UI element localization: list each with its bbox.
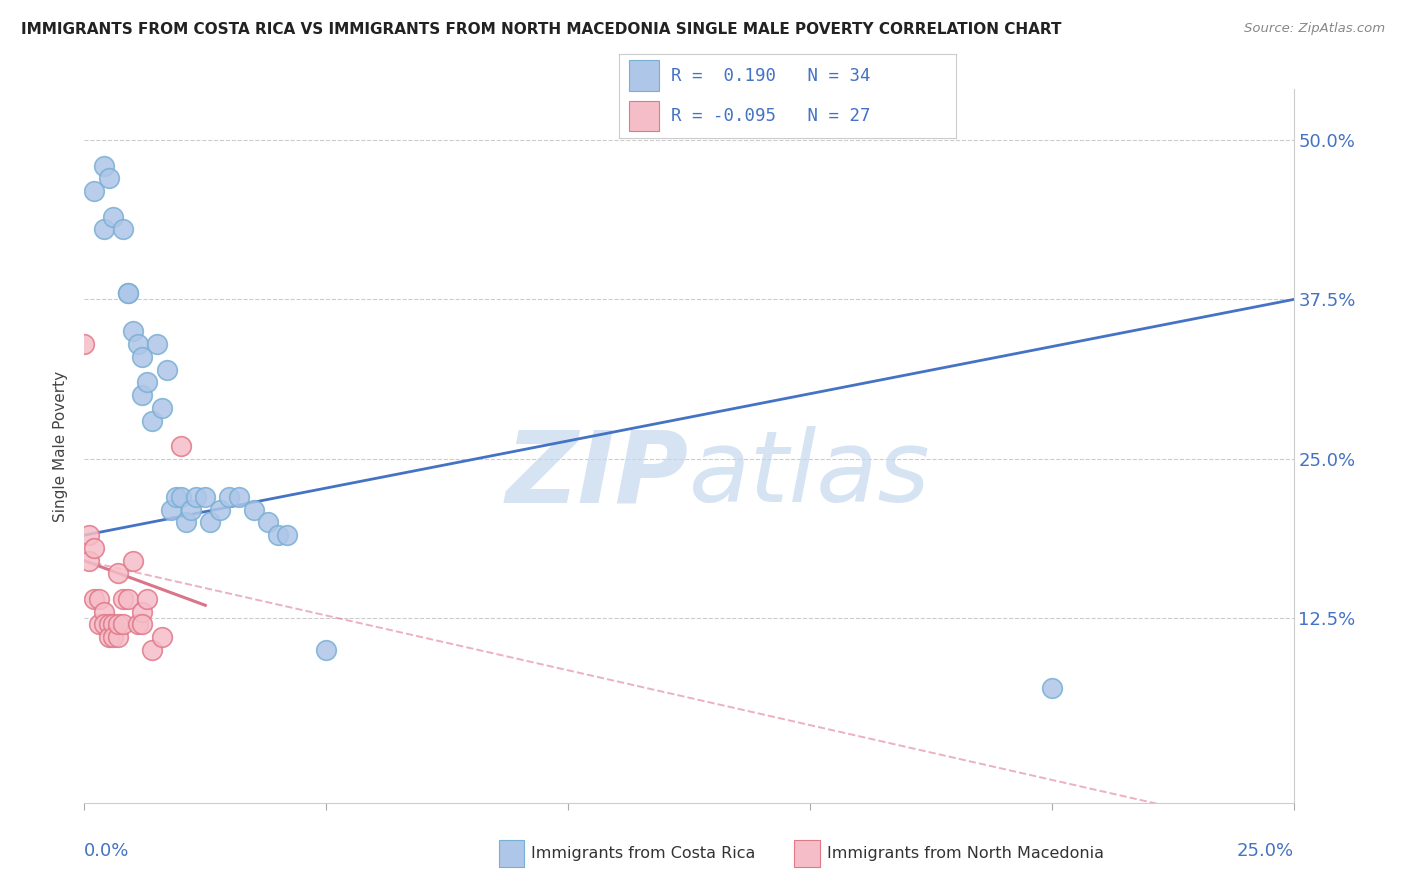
Point (131, 605, 153, 619)
Point (93, 605, 115, 619)
Text: Immigrants from North Macedonia: Immigrants from North Macedonia (827, 847, 1104, 861)
Text: R =  0.190   N = 34: R = 0.190 N = 34 (671, 67, 870, 85)
Point (121, 554, 143, 568)
Point (87, 617, 110, 632)
Point (228, 490, 250, 504)
Point (112, 617, 135, 632)
Point (155, 362, 177, 376)
Point (107, 566, 129, 581)
Point (103, 630, 125, 644)
Point (198, 516, 221, 530)
Point (107, 630, 129, 644)
Point (77, 554, 100, 568)
Point (97, 630, 120, 644)
Point (136, 376, 159, 390)
Point (83, 184, 105, 198)
Point (131, 388, 153, 402)
Point (146, 337, 169, 351)
Point (208, 502, 231, 516)
Point (103, 210, 125, 224)
Point (150, 401, 173, 415)
Point (117, 286, 139, 301)
Point (174, 516, 197, 530)
Point (127, 617, 149, 632)
Text: ZIP: ZIP (506, 426, 689, 523)
Point (276, 528, 298, 542)
Point (112, 591, 135, 606)
Point (93, 617, 115, 632)
Point (267, 528, 290, 542)
Point (117, 591, 139, 606)
Point (160, 502, 183, 516)
Text: R = -0.095   N = 27: R = -0.095 N = 27 (671, 107, 870, 125)
Point (136, 591, 159, 606)
Text: atlas: atlas (689, 426, 931, 523)
Point (93, 159, 115, 173)
Point (141, 643, 163, 657)
Point (257, 516, 280, 530)
Point (117, 286, 139, 301)
Point (127, 337, 149, 351)
Point (112, 222, 135, 236)
Point (83, 591, 105, 606)
Text: Source: ZipAtlas.com: Source: ZipAtlas.com (1244, 22, 1385, 36)
Point (121, 324, 143, 338)
Point (141, 413, 163, 427)
Point (77, 528, 100, 542)
Point (315, 643, 337, 657)
Point (107, 617, 129, 632)
Point (83, 541, 105, 555)
Point (184, 490, 207, 504)
Point (131, 617, 153, 632)
Point (218, 490, 240, 504)
Point (150, 630, 173, 644)
Point (194, 490, 217, 504)
Y-axis label: Single Male Poverty: Single Male Poverty (53, 370, 69, 522)
Point (97, 617, 120, 632)
Text: IMMIGRANTS FROM COSTA RICA VS IMMIGRANTS FROM NORTH MACEDONIA SINGLE MALE POVERT: IMMIGRANTS FROM COSTA RICA VS IMMIGRANTS… (21, 22, 1062, 37)
Point (93, 222, 115, 236)
Bar (628, 61, 659, 91)
Point (180, 502, 202, 516)
Text: 0.0%: 0.0% (84, 842, 129, 860)
Point (242, 502, 264, 516)
Bar (628, 101, 659, 131)
Point (165, 490, 187, 504)
Text: 25.0%: 25.0% (1236, 842, 1294, 860)
Point (97, 171, 120, 186)
Point (73, 337, 96, 351)
Text: Immigrants from Costa Rica: Immigrants from Costa Rica (531, 847, 756, 861)
Point (87, 591, 110, 606)
Point (170, 490, 193, 504)
Point (170, 439, 193, 453)
Point (131, 350, 153, 364)
Point (103, 617, 125, 632)
Point (1040, 681, 1063, 695)
